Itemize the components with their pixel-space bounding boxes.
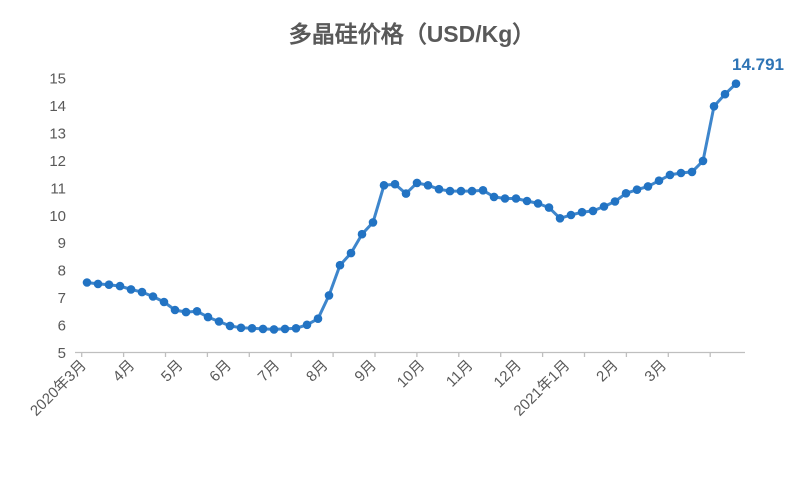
data-point-marker [93,279,103,289]
data-point-marker [511,194,521,203]
data-point-marker [137,287,147,297]
data-point-marker [588,206,598,216]
data-point-marker [577,207,587,217]
data-point-marker [225,321,235,331]
x-axis-label: 9月 [351,357,380,386]
data-point-marker [126,285,136,294]
y-axis-label: 6 [58,318,66,335]
x-axis-label: 3月 [642,357,671,386]
data-point-marker [335,260,345,270]
data-point-marker [555,214,565,223]
data-point-marker [709,102,719,111]
data-point-marker [621,189,631,198]
data-point-marker [500,194,510,203]
data-point-marker [401,189,411,198]
chart-title: 多晶硅价格（USD/Kg） [289,21,536,47]
data-point-marker [665,170,675,180]
data-point-marker [610,197,620,206]
data-point-marker [291,324,301,333]
last-value-label: 14.791 [732,55,784,74]
data-point-marker [280,324,290,334]
data-point-marker [357,229,367,239]
data-point-marker [456,186,466,196]
data-point-marker [632,185,642,194]
data-point-marker [698,156,708,166]
y-axis: 5 6 7 8 9 10 11 12 13 14 15 [49,71,66,363]
x-axis-label: 5月 [158,357,187,386]
x-axis-label: 7月 [255,357,284,386]
data-point-marker [170,305,180,315]
data-point-marker [324,291,334,300]
y-axis-label: 12 [49,153,66,170]
data-point-marker [313,314,323,324]
x-axis-label: 8月 [303,357,332,386]
x-axis-label: 4月 [110,357,139,386]
x-axis-label: 12月 [491,357,525,391]
y-axis-label: 8 [58,263,66,280]
y-axis-label: 9 [58,235,66,252]
data-point-marker [269,325,279,334]
y-axis-label: 13 [49,125,66,142]
data-point-marker [379,181,389,190]
data-point-marker [82,278,92,287]
data-point-marker [687,167,697,177]
data-point-marker [247,324,257,333]
x-axis-label: 6月 [206,357,235,386]
data-point-marker [412,178,422,188]
data-point-marker [104,280,114,290]
data-point-marker [258,324,268,334]
data-point-marker [720,89,730,99]
y-axis-label: 15 [49,71,66,88]
price-line-series [82,79,741,334]
y-axis-label: 7 [58,290,66,307]
data-point-marker [181,307,191,317]
data-point-marker [676,168,686,178]
data-point-marker [423,181,433,190]
data-point-marker [478,186,488,195]
data-point-marker [566,210,576,220]
x-axis-label: 10月 [394,357,428,391]
data-point-marker [467,186,477,196]
y-axis-label: 14 [49,98,66,115]
data-point-marker [654,176,664,185]
data-point-marker [489,192,499,202]
data-point-marker [731,79,741,88]
price-line [85,82,738,331]
data-point-marker [148,292,158,301]
x-axis-label: 2020年3月 [27,357,90,420]
data-point-marker [302,320,312,330]
data-point-marker [203,312,213,322]
data-point-marker [115,281,125,291]
y-axis-label: 11 [50,180,66,197]
data-point-marker [434,184,444,194]
data-point-marker [192,307,202,316]
data-point-marker [445,186,455,196]
data-point-marker [346,248,356,258]
data-point-marker [159,297,169,307]
y-axis-label: 5 [58,345,66,362]
data-point-marker [368,218,378,227]
x-axis-label: 11月 [443,357,477,391]
data-point-marker [643,182,653,191]
data-point-marker [390,179,400,189]
y-axis-label: 10 [49,208,66,225]
data-point-marker [236,323,246,333]
data-point-marker [214,317,224,326]
x-axis-label: 2月 [593,357,622,386]
data-point-marker [522,196,532,206]
data-point-marker [599,202,609,211]
data-point-marker [533,199,543,208]
data-point-marker [544,203,554,212]
